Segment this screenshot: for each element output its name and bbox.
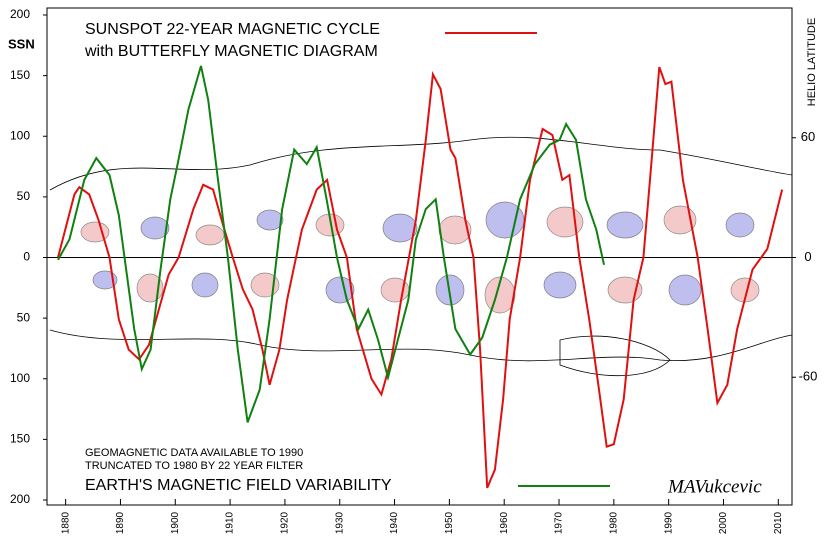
- x-tick-label: 1980: [608, 511, 619, 534]
- blob: [382, 213, 418, 243]
- y-axis-label: SSN: [8, 36, 35, 51]
- y-tick-label: 200: [10, 492, 30, 506]
- y-tick-label: 50: [17, 189, 31, 203]
- x-tick-label: 1940: [389, 511, 400, 534]
- contour: [559, 335, 671, 377]
- series-line: [57, 66, 784, 489]
- x-tick-label: 1920: [280, 511, 291, 534]
- y-tick-label: 0: [23, 250, 30, 264]
- chart-subtitle: with BUTTERFLY MAGNETIC DIAGRAM: [84, 43, 378, 60]
- blob: [191, 272, 219, 298]
- blob: [543, 271, 577, 299]
- x-tick-label: 1900: [170, 511, 181, 534]
- x-tick-label: 1960: [499, 511, 510, 534]
- y-tick-label: 50: [17, 310, 31, 324]
- x-tick-label: 1990: [663, 511, 674, 534]
- x-tick-label: 1880: [60, 511, 71, 534]
- series-line: [57, 65, 605, 423]
- annotation: GEOMAGNETIC DATA AVAILABLE TO 1990: [85, 447, 303, 459]
- y2-axis-label: HELIO LATITUDE: [806, 18, 818, 106]
- y-tick-label: 150: [10, 432, 30, 446]
- y-tick-label: 150: [10, 68, 30, 82]
- y2-tick-label: 0: [804, 249, 811, 264]
- blob: [140, 216, 170, 240]
- x-tick-label: 2010: [773, 511, 784, 534]
- chart-title: SUNSPOT 22-YEAR MAGNETIC CYCLE: [85, 21, 380, 38]
- y2-tick-label: 60: [801, 129, 815, 144]
- x-tick-label: 1930: [334, 511, 345, 534]
- y-tick-label: 200: [10, 7, 30, 21]
- x-tick-label: 1950: [444, 511, 455, 534]
- blob: [438, 215, 472, 245]
- annotation: TRUNCATED TO 1980 BY 22 YEAR FILTER: [85, 460, 303, 472]
- butterfly-diagram: [49, 136, 793, 377]
- x-tick-label: 1910: [225, 511, 236, 534]
- blob: [195, 224, 225, 246]
- blob: [725, 212, 755, 238]
- blob: [606, 211, 644, 239]
- blob: [668, 274, 702, 306]
- signature: MAVukcevic: [667, 476, 762, 497]
- y-tick-label: 100: [10, 371, 30, 385]
- blob: [80, 221, 110, 243]
- blob: [546, 206, 584, 238]
- y2-tick-label: -60: [799, 369, 818, 384]
- y-tick-label: 100: [10, 128, 30, 142]
- blob: [663, 205, 697, 235]
- x-tick-label: 1890: [115, 511, 126, 534]
- legend-label: EARTH'S MAGNETIC FIELD VARIABILITY: [85, 477, 392, 494]
- x-tick-label: 1970: [554, 511, 565, 534]
- plot-frame: [46, 7, 793, 506]
- blob: [92, 270, 118, 290]
- x-tick-label: 2000: [718, 511, 729, 534]
- blob: [256, 209, 284, 231]
- contour: [49, 329, 793, 362]
